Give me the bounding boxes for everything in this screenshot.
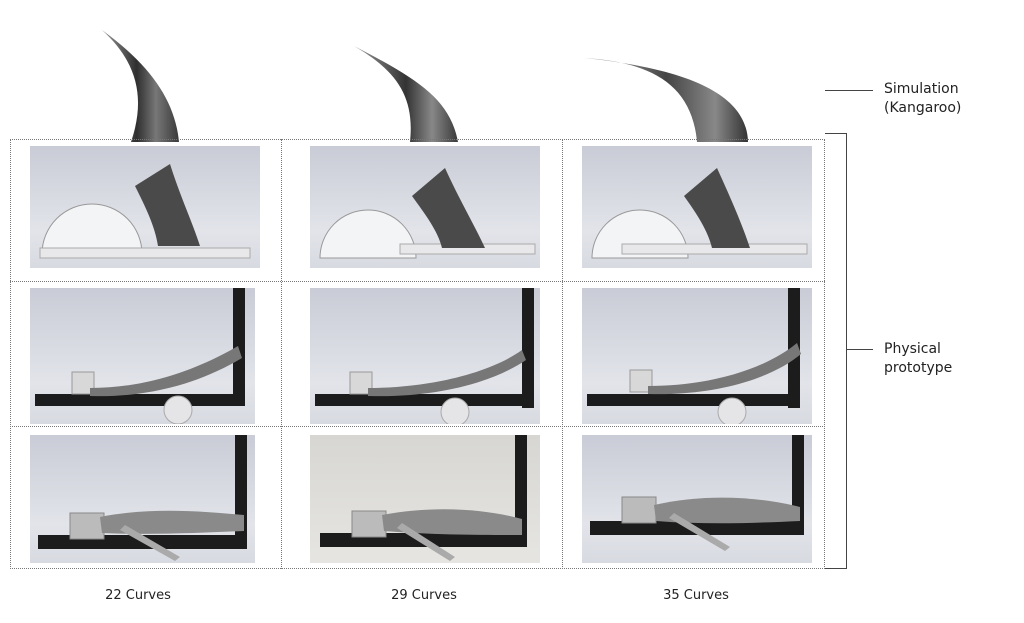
photo-row3-col3 bbox=[582, 435, 812, 563]
photo-row3-col2 bbox=[310, 435, 540, 563]
simulation-strip-2 bbox=[350, 0, 465, 142]
simulation-strip-3 bbox=[582, 0, 752, 142]
grid-divider bbox=[281, 139, 282, 569]
photo-row2-col2 bbox=[310, 288, 540, 424]
simulation-leader-line bbox=[825, 90, 873, 91]
physical-bracket bbox=[825, 133, 847, 569]
grid-divider bbox=[562, 139, 563, 569]
photo-row2-col3 bbox=[582, 288, 812, 424]
caption-col3: 35 Curves bbox=[663, 588, 729, 603]
simulation-label: Simulation (Kangaroo) bbox=[884, 81, 962, 116]
caption-col1: 22 Curves bbox=[105, 588, 171, 603]
physical-leader-line bbox=[847, 349, 873, 350]
prototype-grid bbox=[10, 139, 825, 569]
simulation-strip-1 bbox=[95, 0, 190, 142]
photo-row1-col3 bbox=[582, 146, 812, 268]
grid-divider bbox=[10, 426, 825, 427]
grid-divider bbox=[10, 281, 825, 282]
photo-row3-col1 bbox=[30, 435, 255, 563]
photo-row2-col1 bbox=[30, 288, 255, 424]
photo-row1-col1 bbox=[30, 146, 260, 268]
photo-row1-col2 bbox=[310, 146, 540, 268]
physical-label: Physical prototype bbox=[884, 341, 953, 376]
caption-col2: 29 Curves bbox=[391, 588, 457, 603]
